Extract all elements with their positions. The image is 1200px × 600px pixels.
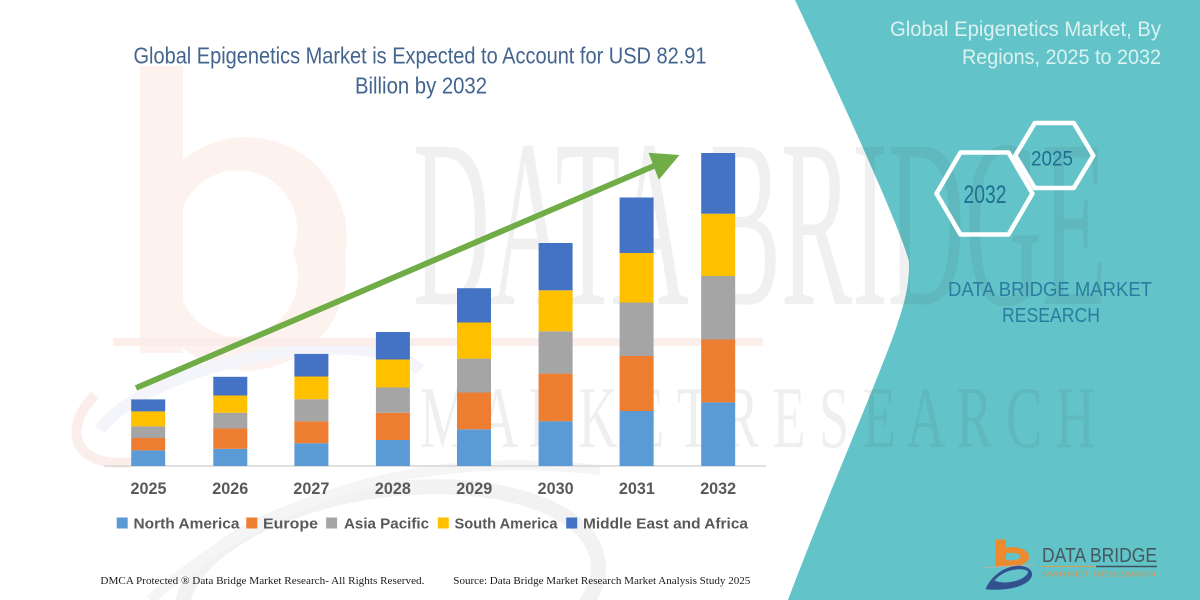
svg-text:Source: Data Bridge Market Res: Source: Data Bridge Market Research Mark… — [453, 575, 750, 587]
svg-text:2032: 2032 — [964, 181, 1007, 209]
svg-text:Billion by 2032: Billion by 2032 — [355, 73, 487, 99]
svg-text:2030: 2030 — [538, 480, 574, 498]
svg-text:South America: South America — [455, 516, 559, 533]
svg-text:M A R K E T R E S E A R C H: M A R K E T R E S E A R C H — [420, 370, 1095, 467]
svg-text:2031: 2031 — [619, 480, 655, 498]
svg-text:DMCA Protected ® Data Bridge M: DMCA Protected ® Data Bridge Market Rese… — [100, 575, 424, 587]
svg-text:Europe: Europe — [263, 516, 318, 533]
svg-text:Regions, 2025 to 2032: Regions, 2025 to 2032 — [962, 45, 1161, 69]
svg-text:Asia Pacific: Asia Pacific — [344, 516, 429, 533]
svg-text:2025: 2025 — [1031, 148, 1073, 171]
svg-text:2026: 2026 — [212, 480, 248, 498]
svg-text:Middle East and Africa: Middle East and Africa — [583, 516, 749, 533]
svg-text:DATA BRIDGE MARKET: DATA BRIDGE MARKET — [948, 279, 1152, 301]
svg-text:Global Epigenetics Market is E: Global Epigenetics Market is Expected to… — [134, 43, 707, 69]
svg-text:DATA BRIDGE: DATA BRIDGE — [1042, 545, 1157, 567]
svg-text:Global Epigenetics Market, By: Global Epigenetics Market, By — [890, 17, 1161, 41]
svg-text:North America: North America — [134, 516, 241, 533]
svg-text:2032: 2032 — [700, 480, 736, 498]
svg-text:RESEARCH: RESEARCH — [1002, 305, 1100, 327]
svg-text:2028: 2028 — [375, 480, 411, 498]
svg-text:MARKET RESEARCH: MARKET RESEARCH — [1042, 572, 1156, 579]
svg-text:2025: 2025 — [131, 480, 167, 498]
svg-text:2027: 2027 — [293, 480, 329, 498]
svg-text:DATA BRIDGE: DATA BRIDGE — [413, 90, 1107, 356]
svg-text:2029: 2029 — [456, 480, 492, 498]
